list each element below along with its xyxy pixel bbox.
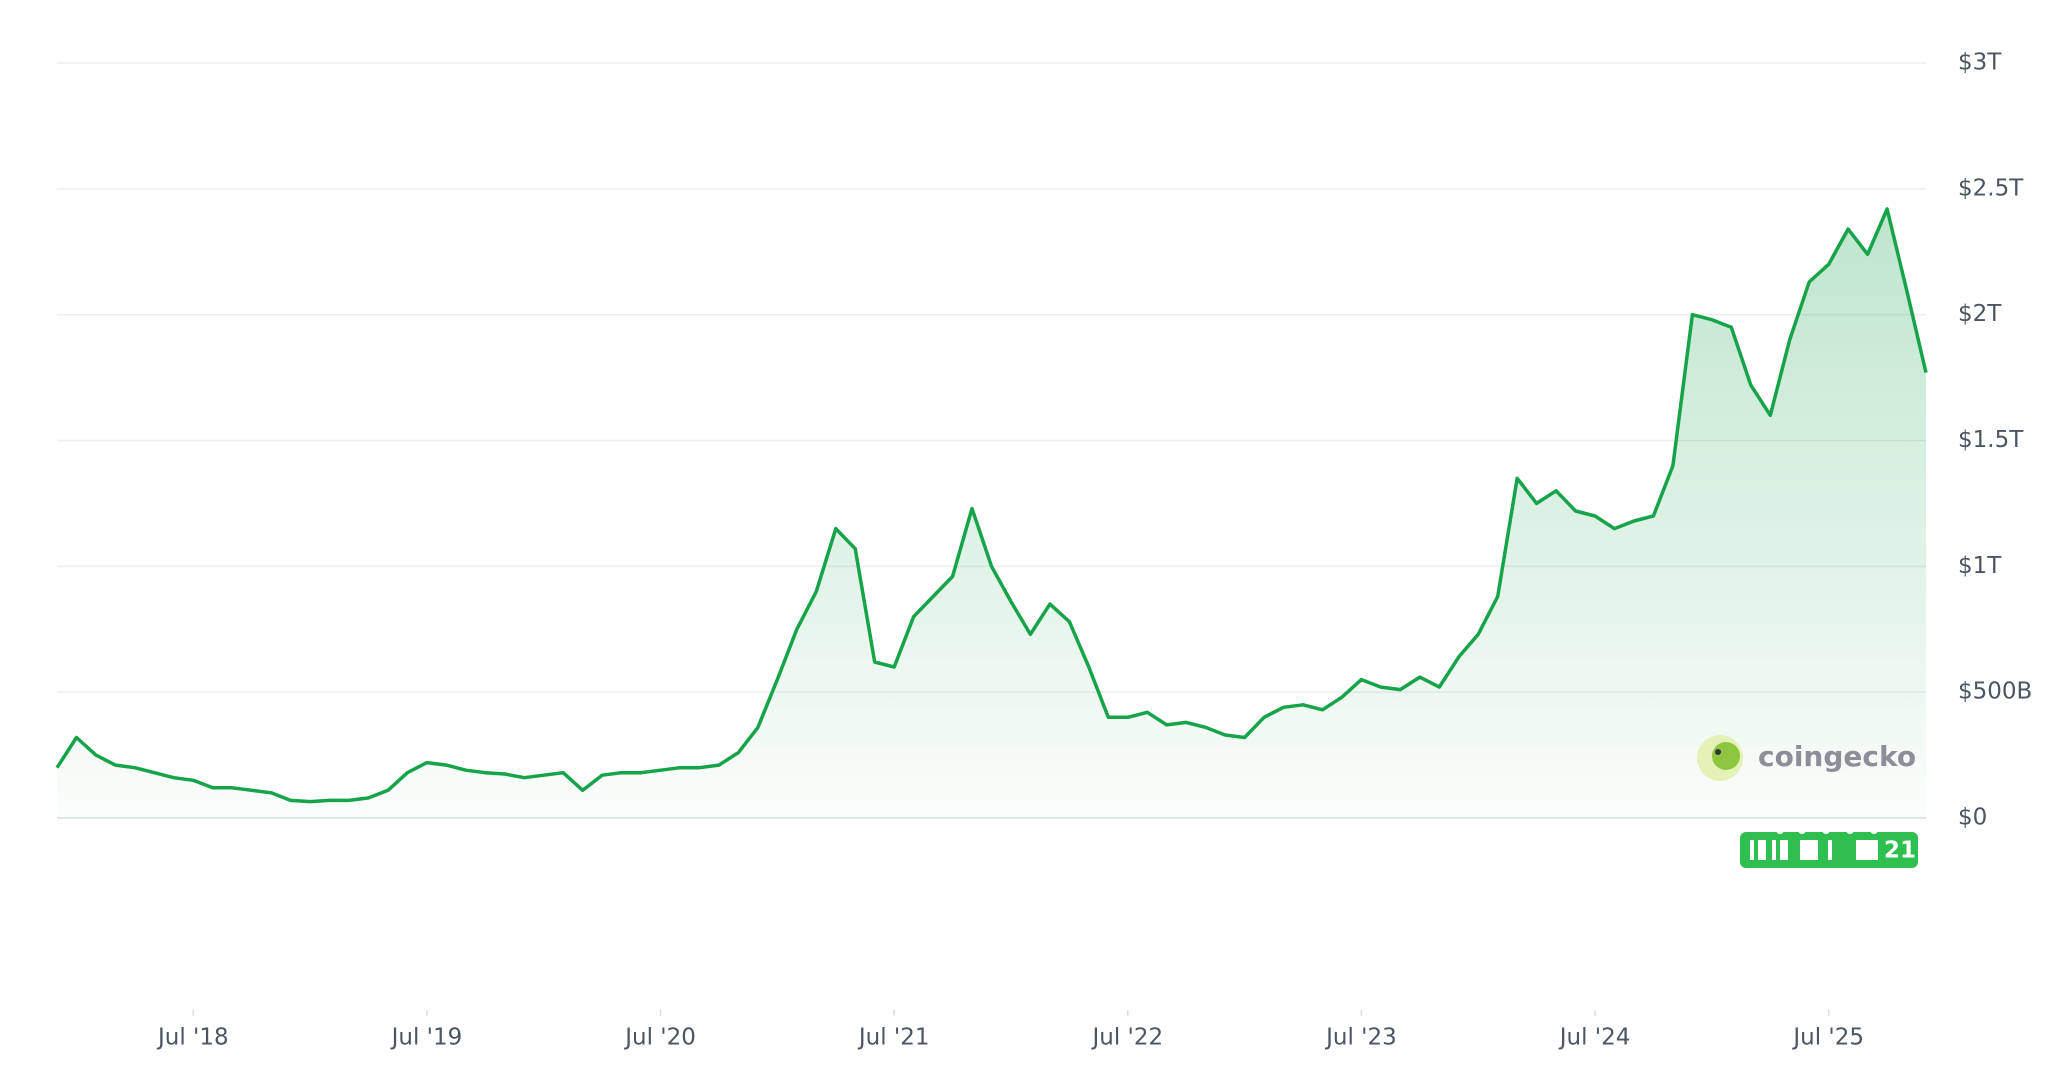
y-tick-label: $0 xyxy=(1958,805,1987,831)
watermark-logo-eye xyxy=(1715,749,1721,755)
x-tick-label: Jul '25 xyxy=(1791,1025,1864,1051)
line xyxy=(55,207,1928,804)
x-tick-label: Jul '22 xyxy=(1090,1025,1163,1051)
watermark-logo-inner xyxy=(1712,742,1740,770)
watermark-text: coingecko xyxy=(1758,740,1916,773)
y-tick-label: $3T xyxy=(1958,50,2002,76)
badge-count: 21 xyxy=(1884,838,1916,864)
x-tick-label: Jul '18 xyxy=(156,1025,229,1051)
x-tick-label: Jul '21 xyxy=(857,1025,930,1051)
y-tick-label: $1T xyxy=(1958,553,2002,579)
badge-icons xyxy=(1750,826,1878,860)
area xyxy=(57,209,1926,818)
y-tick-label: $1.5T xyxy=(1958,427,2024,453)
y-tick-label: $2T xyxy=(1958,301,2002,327)
watermark: coingecko xyxy=(1697,735,1916,781)
x-tick-label: Jul '20 xyxy=(623,1025,696,1051)
x-tick-label: Jul '24 xyxy=(1558,1025,1631,1051)
x-tick-label: Jul '23 xyxy=(1324,1025,1397,1051)
plot: $0 $500B $1T $1.5T $2T $2.5T $3T Jul '18 Jul '19… xyxy=(55,50,2032,1051)
y-tick-label: $2.5T xyxy=(1958,175,2024,201)
news-badge[interactable]: 21 xyxy=(1740,826,1918,868)
x-tick-label: Jul '19 xyxy=(390,1025,463,1051)
y-tick-label: $500B xyxy=(1958,679,2032,705)
